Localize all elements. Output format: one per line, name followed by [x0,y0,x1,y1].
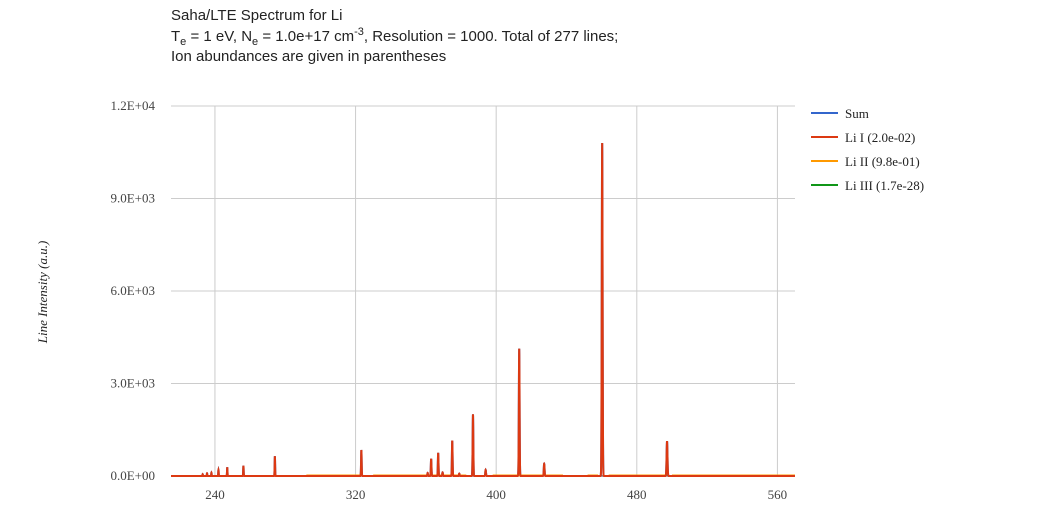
y-tick-label: 3.0E+03 [110,376,155,391]
ne-value: = 1.0e+17 cm [258,27,355,45]
legend-entry: Li III (1.7e-28) [845,178,924,193]
title-line-1: Saha/LTE Spectrum for Li [171,7,343,24]
ne-superscript: -3 [354,25,364,38]
legend-entry: Li II (9.8e-01) [845,154,920,169]
y-tick-label: 1.2E+04 [110,98,155,113]
x-tick-label: 400 [486,487,506,502]
te-symbol: T [171,27,181,45]
legend-entry: Li I (2.0e-02) [845,130,915,145]
y-tick-label: 6.0E+03 [110,283,155,298]
plot-area [171,142,795,477]
x-tick-label: 320 [346,487,366,502]
ne-subscript: e [252,35,259,48]
x-tick-label: 240 [205,487,225,502]
legend-entry: Sum [845,106,869,121]
title-line-2-rest: , Resolution = 1000. Total of 277 lines; [363,27,619,45]
series-sum-line [171,142,795,477]
y-axis-label: Line Intensity (a.u.) [35,241,50,345]
legend: Sum Li I (2.0e-02) Li II (9.8e-01) Li III (… [811,106,924,193]
x-tick-label: 480 [627,487,647,502]
series-li-i-line [171,142,795,477]
axes: 0.0E+00 3.0E+03 6.0E+03 9.0E+03 1.2E+04 240 32… [110,98,787,502]
grid-lines [171,105,795,477]
y-tick-label: 0.0E+00 [110,468,155,483]
y-tick-label: 9.0E+03 [110,191,155,206]
title-line-2: Te = 1 eV, Ne = 1.0e+17 cm-3, Resolution… [171,25,619,48]
te-subscript: e [180,35,187,48]
x-tick-label: 560 [768,487,788,502]
chart-title: Saha/LTE Spectrum for Li Te = 1 eV, Ne =… [171,6,618,68]
te-value: = 1 eV, N [186,27,253,45]
title-line-3: Ion abundances are given in parentheses [171,48,447,65]
